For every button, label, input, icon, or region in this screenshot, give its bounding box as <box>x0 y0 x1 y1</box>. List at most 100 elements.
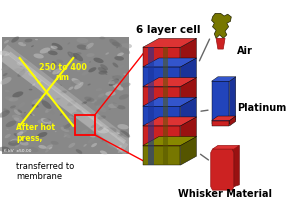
Ellipse shape <box>48 69 51 72</box>
Polygon shape <box>143 38 196 47</box>
Ellipse shape <box>88 138 94 143</box>
Ellipse shape <box>17 131 23 136</box>
Ellipse shape <box>109 79 120 84</box>
Ellipse shape <box>94 105 100 108</box>
Text: Air: Air <box>237 46 253 56</box>
Ellipse shape <box>24 112 26 113</box>
Ellipse shape <box>77 116 85 120</box>
Ellipse shape <box>32 104 39 108</box>
Ellipse shape <box>73 53 83 61</box>
Ellipse shape <box>3 49 5 50</box>
Polygon shape <box>212 121 230 126</box>
Ellipse shape <box>19 113 30 121</box>
Ellipse shape <box>88 67 96 72</box>
Ellipse shape <box>19 124 22 126</box>
Ellipse shape <box>23 39 30 44</box>
Ellipse shape <box>0 77 12 85</box>
Ellipse shape <box>43 125 46 127</box>
Ellipse shape <box>71 78 82 85</box>
Ellipse shape <box>10 139 18 143</box>
Ellipse shape <box>73 67 79 70</box>
Ellipse shape <box>51 141 59 145</box>
Ellipse shape <box>19 130 27 133</box>
Ellipse shape <box>20 139 28 143</box>
Ellipse shape <box>112 75 122 79</box>
Ellipse shape <box>56 98 60 100</box>
Ellipse shape <box>109 39 120 47</box>
Ellipse shape <box>93 58 104 63</box>
Ellipse shape <box>5 96 13 101</box>
Ellipse shape <box>48 90 50 91</box>
Polygon shape <box>180 58 196 87</box>
Ellipse shape <box>113 102 118 107</box>
Polygon shape <box>230 77 236 124</box>
Ellipse shape <box>76 149 82 154</box>
Ellipse shape <box>43 119 51 122</box>
Polygon shape <box>212 77 236 81</box>
Ellipse shape <box>9 97 18 102</box>
Ellipse shape <box>85 38 89 40</box>
Polygon shape <box>143 87 180 106</box>
Ellipse shape <box>57 149 62 152</box>
Ellipse shape <box>98 93 105 97</box>
Ellipse shape <box>121 83 130 87</box>
Polygon shape <box>148 47 154 165</box>
Ellipse shape <box>120 43 132 49</box>
Polygon shape <box>143 117 196 126</box>
Ellipse shape <box>40 95 45 99</box>
Ellipse shape <box>91 124 96 128</box>
Ellipse shape <box>22 69 25 70</box>
Ellipse shape <box>118 149 123 153</box>
Ellipse shape <box>45 108 52 113</box>
Ellipse shape <box>30 114 33 116</box>
Polygon shape <box>180 137 196 165</box>
Ellipse shape <box>89 135 95 138</box>
Ellipse shape <box>112 76 115 77</box>
Ellipse shape <box>20 65 24 67</box>
Ellipse shape <box>55 131 57 132</box>
Ellipse shape <box>69 118 73 121</box>
Ellipse shape <box>11 149 16 153</box>
Ellipse shape <box>8 140 20 146</box>
Ellipse shape <box>84 97 94 102</box>
Ellipse shape <box>118 124 129 129</box>
Polygon shape <box>143 97 196 106</box>
Polygon shape <box>180 38 196 67</box>
Ellipse shape <box>60 84 62 86</box>
Ellipse shape <box>11 37 19 43</box>
Ellipse shape <box>10 105 16 108</box>
Ellipse shape <box>105 74 107 75</box>
Ellipse shape <box>77 70 80 71</box>
Polygon shape <box>212 13 231 38</box>
Ellipse shape <box>12 115 23 121</box>
Ellipse shape <box>46 145 53 149</box>
Ellipse shape <box>27 71 29 72</box>
Ellipse shape <box>18 102 25 108</box>
Ellipse shape <box>14 118 21 122</box>
Ellipse shape <box>14 68 23 72</box>
Ellipse shape <box>108 81 115 84</box>
Ellipse shape <box>4 40 9 44</box>
Ellipse shape <box>41 85 45 88</box>
Ellipse shape <box>119 94 129 100</box>
Ellipse shape <box>57 70 63 74</box>
Ellipse shape <box>117 132 120 134</box>
Ellipse shape <box>114 56 124 60</box>
Ellipse shape <box>123 73 128 76</box>
Ellipse shape <box>22 71 29 74</box>
Ellipse shape <box>76 109 82 112</box>
Ellipse shape <box>83 144 87 147</box>
Ellipse shape <box>37 132 47 138</box>
Ellipse shape <box>81 130 88 134</box>
Ellipse shape <box>33 54 44 59</box>
Ellipse shape <box>117 52 124 56</box>
Ellipse shape <box>99 37 105 39</box>
Polygon shape <box>162 47 168 165</box>
Ellipse shape <box>37 80 41 83</box>
Ellipse shape <box>67 42 70 44</box>
Ellipse shape <box>112 83 123 91</box>
Text: 6 layer cell: 6 layer cell <box>136 25 200 35</box>
Ellipse shape <box>57 108 61 110</box>
Ellipse shape <box>17 62 26 66</box>
Ellipse shape <box>6 121 16 127</box>
